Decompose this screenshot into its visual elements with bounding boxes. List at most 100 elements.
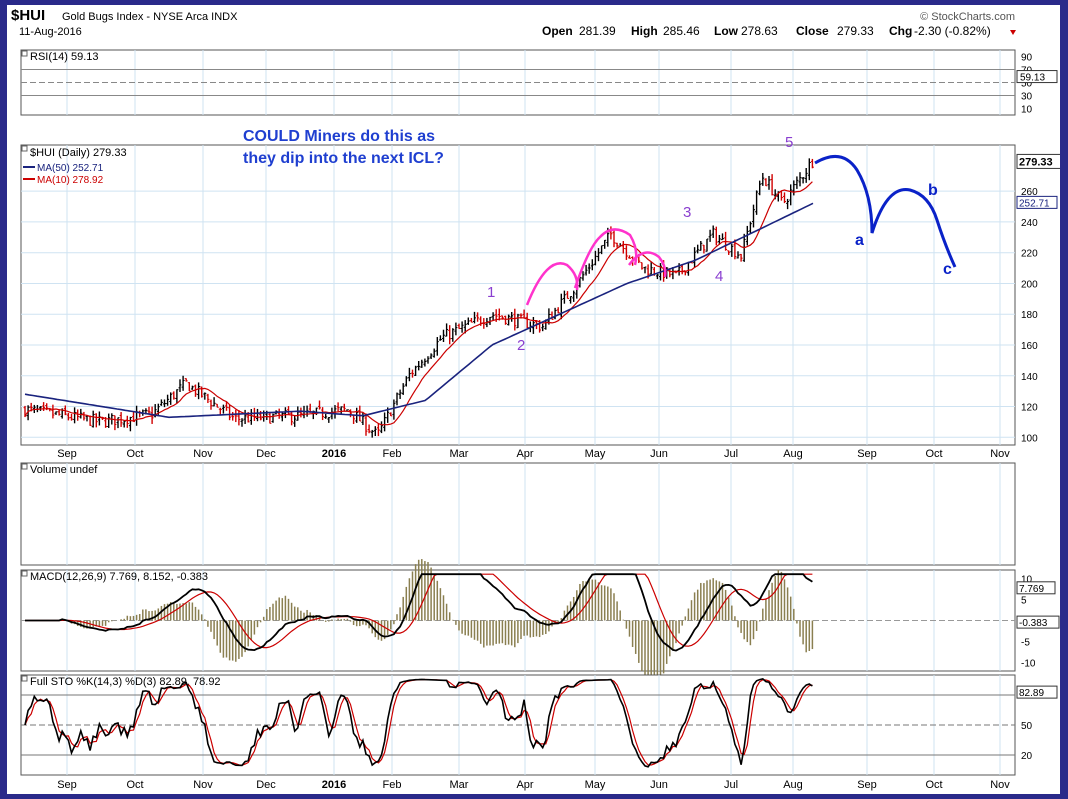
- ma50-last-value: 252.71: [1019, 198, 1050, 209]
- sto-x-label: Sep: [57, 779, 77, 791]
- price-menu-icon: [21, 145, 28, 152]
- rsi-title: RSI(14) 59.13: [30, 51, 98, 63]
- chg-value: -2.30 (-0.82%): [914, 24, 991, 38]
- price-x-label: Nov: [990, 448, 1010, 460]
- sto-x-label: Oct: [925, 779, 942, 791]
- chart-frame: $HUI Gold Bugs Index - NYSE Arca INDX 11…: [7, 5, 1060, 794]
- stock-chart: $HUI Gold Bugs Index - NYSE Arca INDX 11…: [11, 7, 1060, 791]
- sto-x-label: 2016: [322, 779, 346, 791]
- macd-line: [25, 573, 813, 652]
- price-legend-ma50: MA(50) 252.71: [37, 163, 104, 174]
- volume-panel: Volume undef: [20, 462, 1016, 566]
- macd-tick-label: -10: [1021, 659, 1036, 670]
- price-x-label: Dec: [256, 448, 276, 460]
- wave-arc: [573, 228, 638, 289]
- ma50-last-badge: [1016, 195, 1058, 209]
- close-label: Close: [796, 24, 829, 38]
- price-x-label: Jul: [724, 448, 738, 460]
- price-legend-hui: $HUI (Daily) 279.33: [30, 147, 127, 159]
- sto-x-label: May: [585, 779, 606, 791]
- ma50-line: [24, 202, 814, 419]
- symbol: $HUI: [11, 7, 45, 24]
- macd-last-value: 7.769: [1019, 584, 1044, 595]
- high-label: High: [631, 24, 658, 38]
- sto-x-label: Feb: [383, 779, 402, 791]
- rsi-panel: RSI(14) 59.13907050301059.13: [20, 49, 1058, 116]
- price-x-label: Oct: [126, 448, 143, 460]
- chg-down-icon: [1010, 30, 1016, 35]
- price-x-label: Jun: [650, 448, 668, 460]
- price-tick-label: 260: [1021, 187, 1038, 198]
- macd-tick-label: 10: [1021, 574, 1033, 585]
- price-tick-label: 200: [1021, 279, 1038, 290]
- wave-arc: [628, 251, 667, 278]
- price-tick-label: 140: [1021, 372, 1038, 383]
- annotation-line-2: they dip into the next ICL?: [243, 150, 444, 167]
- rsi-tick-label: 30: [1021, 92, 1033, 103]
- index-name: Gold Bugs Index - NYSE Arca INDX: [62, 11, 238, 23]
- macd-menu-icon: [21, 570, 28, 577]
- price-x-label: Aug: [783, 448, 803, 460]
- sto-x-label: Jul: [724, 779, 738, 791]
- price-x-label: Mar: [450, 448, 469, 460]
- sto-x-label: Aug: [783, 779, 803, 791]
- sto-menu-icon: [21, 675, 28, 682]
- sto-tick-label: 20: [1021, 751, 1033, 762]
- sto-x-label: Dec: [256, 779, 276, 791]
- close-value: 279.33: [837, 24, 874, 38]
- macd-tick-label: -5: [1021, 638, 1030, 649]
- price-frame: [20, 144, 1016, 446]
- sto-x-label: Mar: [450, 779, 469, 791]
- price-x-label: Apr: [516, 448, 533, 460]
- open-label: Open: [542, 24, 573, 38]
- macd-tick-label: 5: [1021, 595, 1027, 606]
- macd-panel: MACD(12,26,9) 7.769, 8.152, -0.383 10 5 -5 -…: [20, 559, 1060, 688]
- open-value: 281.39: [579, 24, 616, 38]
- price-tick-label: 240: [1021, 218, 1038, 229]
- sto-x-label: Nov: [990, 779, 1010, 791]
- brand-logo: © StockCharts.com: [920, 11, 1015, 23]
- price-tick-label: 100: [1021, 433, 1038, 444]
- price-panel: 100 120 140 160 180 200 220 240 260 $HUI (Daily) …: [20, 134, 1060, 460]
- rsi-tick-label: 10: [1021, 105, 1033, 116]
- macd-signal-line: [25, 573, 813, 649]
- projection-label-c: c: [943, 261, 952, 278]
- chg-label: Chg: [889, 24, 912, 38]
- price-tick-label: 120: [1021, 403, 1038, 414]
- price-last-badge: [1016, 153, 1060, 169]
- price-x-label: Sep: [57, 448, 77, 460]
- sto-title: Full STO %K(14,3) %D(3) 82.89, 78.92: [30, 676, 221, 688]
- volume-title: Volume undef: [30, 464, 98, 476]
- quote-bar: Open 281.39 High 285.46 Low 278.63 Close…: [542, 24, 1016, 38]
- sto-x-label: Jun: [650, 779, 668, 791]
- rsi-last-value: 59.13: [1020, 73, 1045, 84]
- annotation-line-1: COULD Miners do this as: [243, 128, 435, 145]
- price-x-label: May: [585, 448, 606, 460]
- projection-path: [814, 154, 957, 268]
- rsi-menu-icon: [21, 50, 28, 57]
- wave-label-2: 2: [517, 337, 525, 354]
- volume-menu-icon: [21, 463, 28, 470]
- rsi-tick-label: 90: [1021, 53, 1033, 64]
- sto-k-line: [24, 678, 813, 768]
- wave-label-1: 1: [487, 284, 495, 301]
- chart-date: 11-Aug-2016: [19, 26, 82, 38]
- wave-label-5: 5: [785, 134, 793, 151]
- macd-last-badge: [1016, 581, 1056, 595]
- wave-label-4: 4: [715, 268, 723, 285]
- low-label: Low: [714, 24, 739, 38]
- rsi-last-badge: [1016, 70, 1058, 84]
- price-tick-label: 220: [1021, 249, 1038, 260]
- sto-last-badge: [1016, 685, 1058, 699]
- volume-frame: [20, 462, 1016, 566]
- price-x-label: Oct: [925, 448, 942, 460]
- sto-x-label: Sep: [857, 779, 877, 791]
- price-x-label: Sep: [857, 448, 877, 460]
- sto-x-label: Nov: [193, 779, 213, 791]
- price-x-label: Feb: [383, 448, 402, 460]
- projection-label-a: a: [855, 232, 864, 249]
- macd-hist-badge: [1016, 615, 1060, 629]
- high-value: 285.46: [663, 24, 700, 38]
- macd-hist-value: -0.383: [1019, 618, 1048, 629]
- price-tick-label: 180: [1021, 310, 1038, 321]
